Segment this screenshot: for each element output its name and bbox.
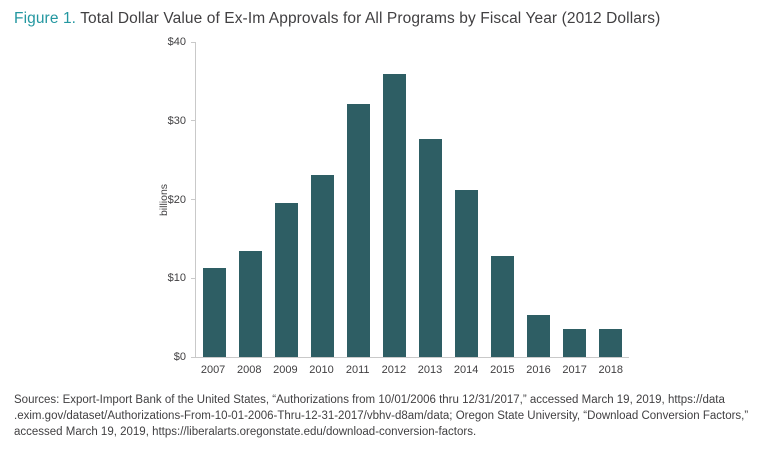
y-tick-mark [191, 41, 196, 43]
y-tick-mark [191, 356, 196, 358]
x-tick-label: 2008 [236, 364, 262, 376]
source-line: Sources: Export-Import Bank of the Unite… [14, 394, 725, 406]
y-tick: $10 [168, 272, 196, 284]
bar-2008 [238, 250, 262, 357]
bar-2013 [419, 138, 442, 357]
x-tick-label: 2017 [562, 364, 587, 376]
bar-2012 [382, 73, 406, 357]
bar-2018 [599, 329, 623, 357]
x-axis-labels: 2007 2008 2009 2010 2011 2012 2013 2014 2015 2016… [195, 364, 629, 376]
y-tick: $40 [168, 36, 196, 48]
bar-2007 [202, 268, 226, 357]
source-line: .exim.gov/dataset/Authorizations-From-10… [14, 410, 749, 423]
x-tick-label: 2018 [598, 364, 624, 376]
bar-2016 [527, 315, 551, 357]
figure-title: Figure 1. Total Dollar Value of Ex-Im Ap… [14, 10, 754, 28]
y-tick-mark [191, 199, 196, 200]
bar-2017 [563, 329, 587, 357]
x-tick-label: 2016 [526, 364, 551, 376]
bar-chart: billions $40 $30 $20 $10 $0 2007 2008 2009 2010… [150, 36, 754, 376]
bars [196, 42, 629, 357]
plot-area: $40 $30 $20 $10 $0 [168, 36, 629, 363]
x-tick-label: 2011 [345, 364, 370, 376]
x-tick-label: 2012 [381, 364, 407, 376]
source-line: accessed March 19, 2019, https://liberal… [14, 426, 477, 439]
bar-2015 [491, 256, 515, 357]
x-tick-label: 2010 [309, 364, 334, 376]
x-tick-label: 2009 [273, 364, 298, 376]
y-tick-label: $20 [167, 193, 186, 206]
x-tick-label: 2015 [490, 364, 515, 376]
y-tick-mark [191, 120, 196, 122]
y-tick: $20 [168, 194, 196, 206]
x-tick-label: 2007 [200, 364, 226, 376]
bar-2011 [346, 104, 370, 357]
y-tick: $30 [168, 115, 196, 127]
y-tick-label: $0 [173, 351, 186, 363]
y-tick-label: $30 [167, 114, 186, 127]
x-tick-label: 2013 [417, 364, 443, 376]
y-tick-label: $10 [167, 272, 186, 285]
bar-2010 [310, 175, 334, 357]
figure-number: Figure 1. [14, 10, 77, 27]
bar-2009 [274, 202, 298, 357]
x-tick-label: 2014 [453, 364, 479, 376]
y-tick: $0 [174, 351, 196, 363]
figure-title-text: Total Dollar Value of Ex-Im Approvals fo… [76, 10, 661, 27]
source-note: Sources: Export-Import Bank of the Unite… [14, 392, 754, 440]
bar-2014 [455, 190, 479, 357]
y-tick-label: $40 [167, 36, 186, 48]
y-tick-mark [191, 277, 196, 279]
